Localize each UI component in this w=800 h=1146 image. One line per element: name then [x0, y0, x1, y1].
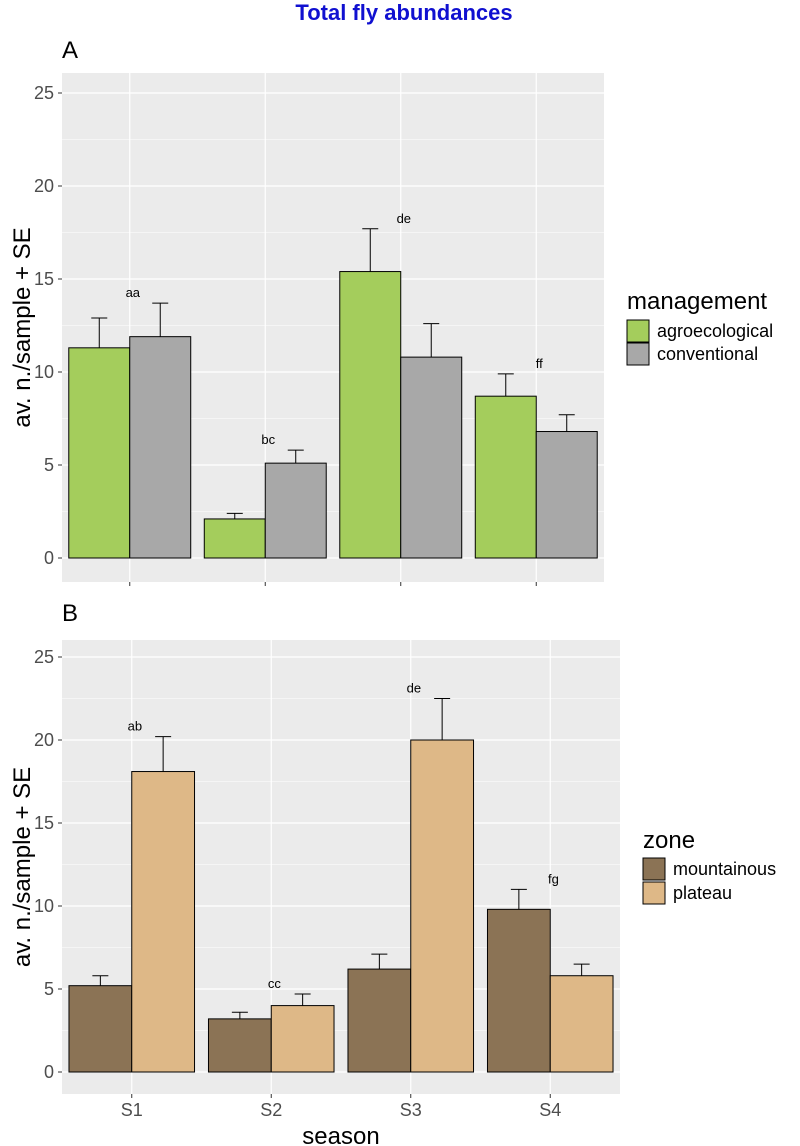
bar-agroecological-S3 [339, 271, 402, 559]
bar-mountainous-S2 [207, 1018, 272, 1073]
legend-label-plateau: plateau [673, 883, 732, 903]
significance-letters: ab [128, 719, 142, 734]
significance-letters: fg [548, 871, 559, 886]
significance-letters: de [397, 211, 411, 226]
legend-title: zone [643, 827, 695, 854]
y-tick-label: 15 [34, 269, 54, 289]
figure-title: Total fly abundances [295, 0, 512, 25]
bar-mountainous-S4 [486, 908, 551, 1073]
bar-conventional-S2 [264, 462, 327, 559]
y-tick-label: 25 [34, 647, 54, 667]
y-axis-title: av. n./sample + SE [9, 767, 36, 967]
y-tick-label: 0 [44, 548, 54, 568]
y-tick-label: 10 [34, 362, 54, 382]
panel-b: 0 5 10 15 20 25 S1 S2 S3 S4 ab cc de fg Bav. n./sample… [9, 600, 776, 1146]
legend-key-conventional [626, 342, 650, 366]
y-tick-label: 5 [44, 979, 54, 999]
y-tick-label: 10 [34, 896, 54, 916]
bar-plateau-S3 [410, 739, 475, 1073]
legend-key-mountainous [642, 857, 666, 881]
panel-tag: B [62, 600, 78, 627]
x-tick-label: S4 [539, 1100, 561, 1120]
bar-conventional-S4 [535, 431, 598, 559]
x-tick-label: S2 [260, 1100, 282, 1120]
y-tick-label: 25 [34, 83, 54, 103]
significance-letters: de [407, 681, 421, 696]
y-tick-label: 20 [34, 176, 54, 196]
y-tick-label: 15 [34, 813, 54, 833]
legend-key-plateau [642, 881, 666, 905]
bar-conventional-S3 [400, 356, 463, 559]
legend-label-conventional: conventional [657, 344, 758, 364]
bar-mountainous-S3 [347, 968, 412, 1073]
significance-letters: ff [536, 356, 543, 371]
legend-label-agroecological: agroecological [657, 321, 773, 341]
bar-plateau-S4 [549, 975, 614, 1073]
y-tick-label: 0 [44, 1062, 54, 1082]
x-axis-title: season [302, 1123, 379, 1146]
bar-plateau-S1 [131, 771, 196, 1073]
legend-key-agroecological [626, 319, 650, 343]
panel-a: 0 5 10 15 20 25 aa bc de ff Aav. n./sample + SE man… [9, 37, 773, 586]
panel-tag: A [62, 37, 78, 64]
bar-agroecological-S1 [68, 347, 131, 559]
legend-label-mountainous: mountainous [673, 859, 776, 879]
bar-plateau-S2 [270, 1005, 335, 1073]
y-tick-label: 5 [44, 455, 54, 475]
significance-letters: cc [268, 976, 282, 991]
significance-letters: bc [261, 432, 275, 447]
x-tick-label: S3 [400, 1100, 422, 1120]
legend-title: management [627, 288, 767, 315]
bar-mountainous-S1 [68, 985, 133, 1073]
y-tick-label: 20 [34, 730, 54, 750]
significance-letters: aa [126, 285, 141, 300]
bar-conventional-S1 [129, 336, 192, 559]
y-axis-title: av. n./sample + SE [9, 227, 36, 427]
bar-agroecological-S2 [203, 518, 266, 559]
bar-agroecological-S4 [474, 395, 537, 559]
x-tick-label: S1 [121, 1100, 143, 1120]
